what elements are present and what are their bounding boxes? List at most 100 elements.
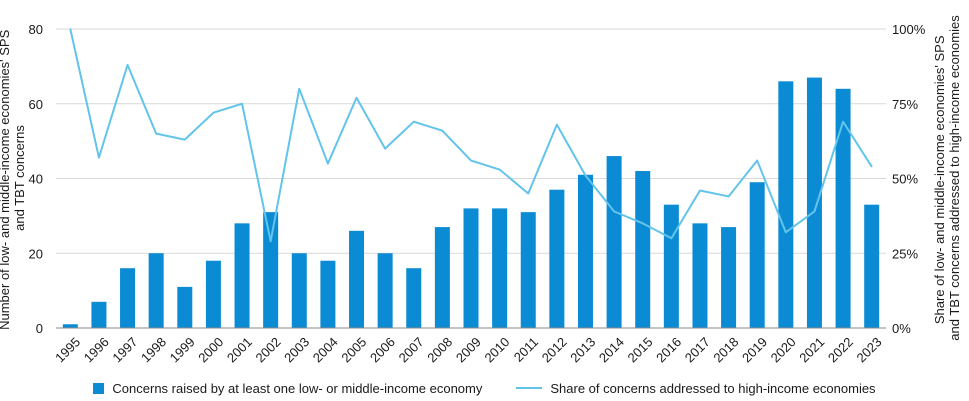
x-tick-label: 2021 [796,334,827,365]
bar [721,227,737,328]
legend-item-line: Share of concerns addressed to high-inco… [516,380,876,396]
line-point [641,222,644,225]
x-tick-label: 2001 [224,334,255,365]
line-point [98,156,100,159]
y2-tick-label: 25% [892,246,918,261]
chart-canvas: 0 20 40 60 80 0% 25% 50% 75% 100% 1995199619971998… [0,15,962,366]
line-point [212,111,215,114]
line-point [241,102,243,105]
bar [291,253,307,328]
x-tick-label: 2012 [539,334,570,365]
line-point [498,168,501,171]
bar [205,260,221,328]
bar [148,253,164,328]
y-tick-label: 20 [29,246,43,261]
bar [406,268,422,328]
line-point [269,240,272,243]
y2-tick-label: 50% [892,172,918,187]
bar [692,223,708,328]
bar [549,189,565,328]
bar [263,212,279,328]
legend-bar-swatch [93,382,105,394]
y2-axis-title: Share of low- and middle-income economie… [932,15,962,341]
x-tick-label: 1995 [52,334,83,365]
y2-tick-label: 100% [892,22,926,37]
y2-axis-title-line-2: and TBT concerns addressed to high-incom… [947,15,962,341]
line-point [355,96,358,99]
legend-item-bars: Concerns raised by at least one low- or … [93,381,482,396]
line-point [699,189,701,192]
line-point [69,28,72,30]
bar [778,81,794,328]
bar [177,286,193,328]
bar [577,174,593,328]
bar [434,227,450,328]
x-tick-label: 2008 [424,334,455,365]
x-tick-label: 2022 [825,334,856,365]
x-tick-label: 2004 [310,334,341,365]
line-point [155,132,157,135]
bar [749,182,765,328]
x-tick-label: 1998 [138,334,169,365]
x-tick-label: 2016 [653,334,684,365]
x-tick-label: 2013 [567,334,598,365]
line-point [727,195,730,198]
y-tick-label: 0 [36,321,43,336]
bar [606,156,622,328]
line-point [412,120,415,123]
y2-axis-title-line-1: Share of low- and middle-income economie… [932,35,947,324]
line-point [327,162,329,165]
x-tick-label: 2007 [396,334,427,365]
line-point [670,237,673,240]
bar [91,301,107,328]
x-tick-label: 2019 [739,334,770,365]
bar [663,204,679,328]
x-tick-label: 2017 [682,334,713,365]
line-point [470,159,472,162]
x-tick-label: 2005 [338,334,369,365]
y-axis-title: Number of low- and middle-income economi… [0,26,27,330]
x-tick-label: 2020 [768,334,799,365]
bar [463,208,479,328]
line-point [756,159,759,162]
bar [835,88,851,328]
x-tick-label: 2003 [281,334,312,365]
bar [62,324,78,328]
bar [377,253,393,328]
line-point [441,129,444,132]
line-point [527,192,530,195]
legend-label-bars: Concerns raised by at least one low- or … [112,380,483,396]
x-tick-label: 2000 [195,334,226,365]
line-point [842,120,844,123]
y-tick-label: 60 [29,97,43,112]
x-tick-label: 1996 [81,334,112,365]
line-point [126,64,129,66]
x-tick-label: 2014 [596,334,627,365]
line-point [584,174,587,177]
y-axis-title-line-2: and TBT concerns [12,125,27,231]
legend-label-line: Share of concerns addressed to high-inco… [550,380,876,396]
bar [864,204,880,328]
x-tick-label: 2010 [481,334,512,365]
line-point [785,231,787,234]
bar [320,260,336,328]
legend: Concerns raised by at least one low- or … [0,378,969,398]
x-tick-label: 2015 [625,334,656,365]
y2-tick-label: 75% [892,97,918,112]
y2-tick-label: 0% [892,321,911,336]
legend-line-swatch [516,387,543,389]
line-point [613,210,615,213]
bar [635,171,651,328]
line-point [870,165,873,168]
bar [492,208,508,328]
line-point [183,138,186,141]
bar [234,223,250,328]
bar [349,230,365,328]
x-tick-label: 2018 [710,334,741,365]
x-tick-label: 2023 [854,334,885,365]
bar [520,212,536,328]
x-tick-label: 1999 [167,334,198,365]
bar [120,268,136,328]
line-point [813,210,816,213]
line-point [384,147,386,150]
